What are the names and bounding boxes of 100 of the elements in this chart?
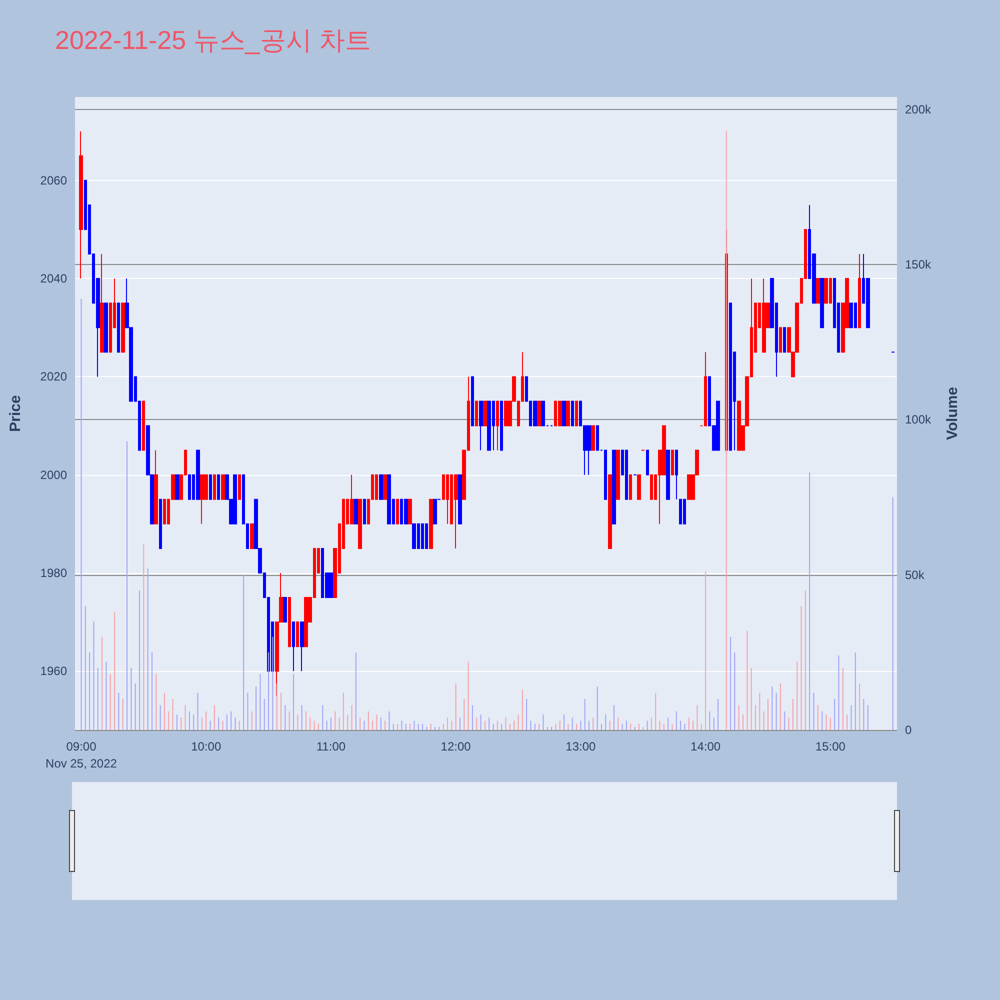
candlestick: [117, 302, 120, 353]
x-tick-label: 14:00: [690, 740, 721, 754]
x-tick-label: 15:00: [815, 740, 846, 754]
y-tick-label: 1980: [40, 566, 68, 580]
candlestick: [650, 474, 653, 500]
candlestick: [566, 400, 570, 426]
candlestick: [387, 474, 391, 524]
candlestick: [483, 400, 487, 426]
candlestick: [504, 400, 508, 426]
candlestick: [217, 474, 220, 500]
candlestick: [408, 498, 412, 524]
y-tick-label: 2040: [40, 272, 68, 286]
candlestick: [671, 450, 674, 476]
x-tick-label: 09:00 Nov 25, 2022: [46, 740, 118, 770]
candlestick: [704, 352, 707, 426]
candlestick: [558, 400, 562, 426]
candlestick: [296, 622, 299, 648]
candlestick: [612, 450, 616, 524]
y2-tick-label: 200k: [905, 102, 932, 116]
y2-tick-label: 0: [905, 723, 912, 737]
y-tick-label: 2000: [40, 468, 68, 482]
candlestick: [587, 425, 591, 476]
candlestick: [188, 474, 191, 500]
candlestick: [250, 523, 254, 549]
candlestick: [421, 523, 424, 549]
candlestick: [562, 400, 566, 426]
candlestick: [233, 474, 237, 524]
candlestick: [79, 130, 83, 280]
candlestick: [412, 523, 416, 549]
y2-tick-label: 150k: [905, 258, 932, 272]
candlestick: [471, 376, 474, 426]
candlestick: [646, 450, 649, 476]
candlestick: [175, 474, 179, 500]
candlestick: [363, 498, 366, 524]
candlestick: [429, 498, 433, 549]
candlestick: [500, 400, 503, 451]
candlestick: [404, 498, 408, 524]
chart-title: 2022-11-25 뉴스_공시 차트: [55, 25, 371, 55]
candlestick: [329, 572, 333, 598]
y2-tick-label: 50k: [905, 568, 926, 582]
candlestick: [221, 474, 225, 500]
y-axis-title: Price: [7, 395, 24, 432]
candlestick: [496, 400, 499, 451]
candlestick: [675, 450, 678, 500]
candlestick: [541, 400, 545, 426]
candlestick: [458, 474, 462, 524]
y2-axis-title: Volume: [944, 386, 961, 440]
candlestick: [142, 400, 145, 451]
candlestick: [196, 450, 200, 500]
candlestick: [100, 254, 104, 353]
x-tick-label: 11:00: [316, 740, 346, 754]
candlestick: [425, 523, 428, 549]
candlestick: [820, 278, 824, 328]
candlestick: [350, 474, 354, 524]
candlestick: [716, 400, 720, 451]
candlestick: [283, 597, 287, 623]
candlestick: [104, 302, 108, 353]
candlestick: [358, 498, 362, 549]
y-tick-label: 1960: [40, 664, 68, 678]
candlestick: [729, 302, 732, 451]
candlestick: [154, 450, 158, 524]
y2-tick-label: 100k: [905, 412, 932, 427]
candlestick: [379, 474, 383, 500]
candlestick: [816, 278, 820, 304]
candlestick: [396, 498, 399, 524]
candlestick: [575, 400, 578, 426]
candlestick: [300, 622, 304, 672]
candlestick: [596, 425, 599, 451]
candlestick: [679, 498, 682, 524]
candlestick: [629, 474, 632, 500]
candlestick: [571, 400, 574, 426]
candlestick: [783, 327, 786, 353]
candlestick: [616, 450, 620, 500]
candlestick: [454, 474, 458, 549]
candlestick: [209, 474, 212, 500]
candlestick: [163, 498, 166, 524]
candlestick: [533, 400, 537, 426]
candlestick: [737, 400, 741, 451]
candlestick: [383, 474, 387, 500]
candlestick: [200, 474, 204, 524]
candlestick: [433, 498, 437, 524]
candlestick: [288, 597, 291, 648]
candlestick: [487, 400, 491, 451]
candlestick: [849, 302, 853, 328]
candlestick: [159, 498, 162, 549]
candlestick: [304, 597, 308, 648]
candlestick: [666, 450, 670, 500]
candlestick: [858, 254, 861, 328]
y-tick-label: 2020: [40, 370, 68, 384]
x-tick-label: 10:00: [191, 740, 222, 754]
candlestick: [779, 327, 782, 353]
candlestick: [537, 400, 541, 426]
candlestick: [637, 474, 641, 500]
candlestick: [121, 302, 125, 353]
candlestick: [687, 474, 691, 500]
candlestick: [762, 278, 766, 353]
candlestick: [375, 474, 378, 500]
candlestick: [475, 400, 478, 426]
candlestick: [479, 400, 483, 451]
x-tick-label: 13:00: [566, 740, 596, 754]
